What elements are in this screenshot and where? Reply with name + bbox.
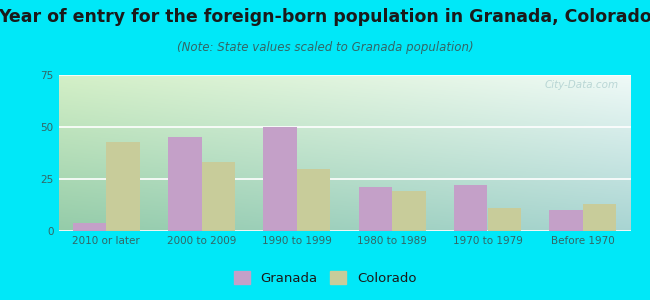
Text: City-Data.com: City-Data.com — [545, 80, 619, 90]
Bar — [73, 223, 106, 231]
Bar — [202, 162, 235, 231]
Bar — [168, 137, 202, 231]
Text: (Note: State values scaled to Granada population): (Note: State values scaled to Granada po… — [177, 40, 473, 53]
Bar — [297, 169, 330, 231]
Legend: Granada, Colorado: Granada, Colorado — [228, 266, 422, 290]
Bar — [263, 127, 297, 231]
Text: Year of entry for the foreign-born population in Granada, Colorado: Year of entry for the foreign-born popul… — [0, 8, 650, 26]
Bar — [392, 191, 426, 231]
Bar — [454, 185, 488, 231]
Bar — [549, 210, 583, 231]
Bar — [359, 187, 392, 231]
Bar — [106, 142, 140, 231]
Bar — [488, 208, 521, 231]
Bar — [583, 204, 616, 231]
